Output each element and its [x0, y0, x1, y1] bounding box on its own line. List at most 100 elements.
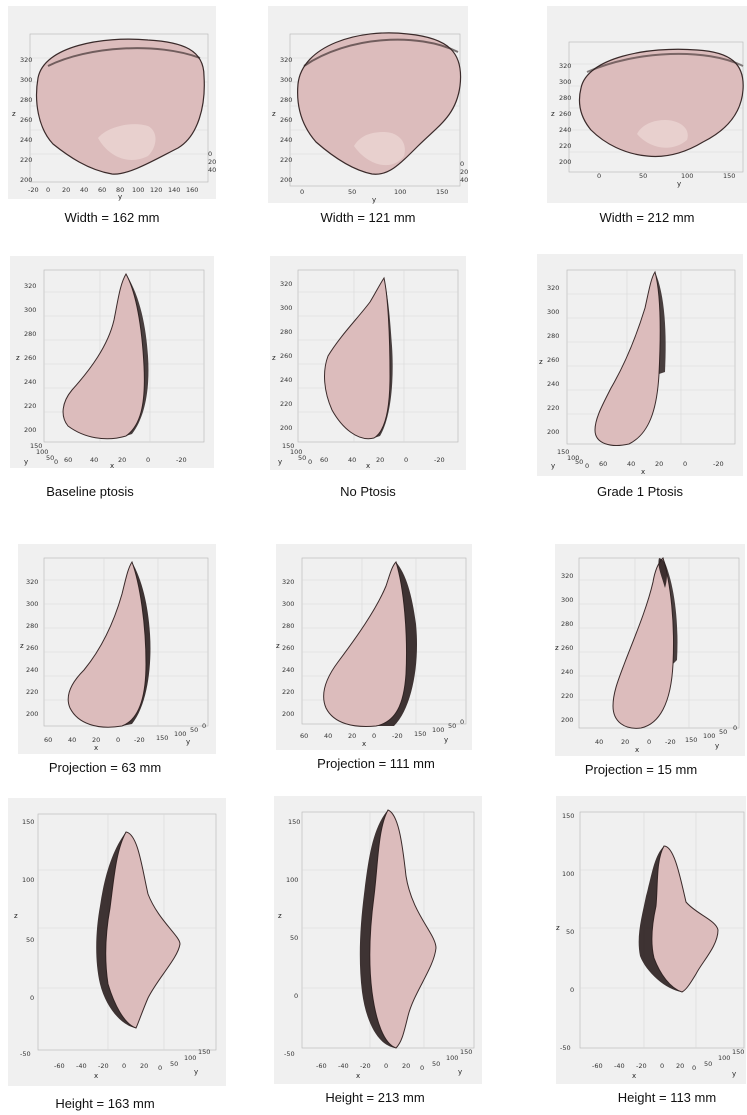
- svg-text:220: 220: [26, 688, 38, 696]
- svg-text:240: 240: [547, 380, 559, 388]
- panel-r4c2: 150 100 50 0 -50 -60 -40 -20 0 20 150 10…: [274, 796, 482, 1084]
- svg-text:0: 0: [300, 188, 304, 196]
- svg-text:150: 150: [557, 448, 569, 456]
- svg-text:150: 150: [414, 730, 426, 738]
- svg-text:320: 320: [26, 578, 38, 586]
- svg-text:140: 140: [168, 186, 180, 194]
- svg-text:0: 0: [208, 150, 212, 158]
- svg-text:20: 20: [676, 1062, 684, 1070]
- plot-r3c3: 320 300 280 260 240 220 200 40 20 0 -20 …: [555, 557, 740, 754]
- svg-text:220: 220: [559, 142, 571, 150]
- svg-text:z: z: [276, 642, 280, 650]
- svg-text:z: z: [555, 644, 559, 652]
- plot-r4c1: 150 100 50 0 -50 -60 -40 -20 0 20 150 10…: [14, 813, 217, 1080]
- svg-text:0: 0: [30, 994, 34, 1002]
- svg-text:260: 260: [561, 644, 573, 652]
- breast-surface: [324, 276, 391, 440]
- panel-r1c2: 320 300 280 260 240 220 200 0 50 100 150…: [268, 6, 468, 204]
- svg-text:50: 50: [704, 1060, 712, 1068]
- svg-text:50: 50: [190, 726, 198, 734]
- svg-text:220: 220: [282, 688, 294, 696]
- svg-text:200: 200: [24, 426, 36, 434]
- svg-text:240: 240: [559, 126, 571, 134]
- svg-text:-20: -20: [98, 1062, 109, 1070]
- svg-text:240: 240: [280, 376, 292, 384]
- svg-text:150: 150: [30, 442, 42, 450]
- breast-surface: [67, 560, 147, 728]
- svg-text:x: x: [362, 740, 366, 748]
- svg-text:-60: -60: [316, 1062, 327, 1070]
- panel-r3c1: 320 300 280 260 240 220 200 60 40 20 0 -…: [18, 544, 216, 754]
- svg-text:0: 0: [660, 1062, 664, 1070]
- svg-text:x: x: [366, 462, 370, 470]
- svg-text:100: 100: [681, 172, 693, 180]
- svg-text:220: 220: [280, 156, 292, 164]
- svg-text:50: 50: [639, 172, 647, 180]
- svg-text:50: 50: [432, 1060, 440, 1068]
- svg-text:300: 300: [24, 306, 36, 314]
- svg-text:100: 100: [562, 870, 574, 878]
- svg-text:100: 100: [22, 876, 34, 884]
- svg-text:260: 260: [26, 644, 38, 652]
- svg-text:0: 0: [404, 456, 408, 464]
- breast-surface: [35, 38, 205, 175]
- svg-text:z: z: [272, 354, 276, 362]
- svg-text:x: x: [635, 746, 639, 754]
- plot-r4c3: 150 100 50 0 -50 -60 -40 -20 0 20 150 10…: [556, 811, 744, 1080]
- svg-text:-60: -60: [592, 1062, 603, 1070]
- svg-text:z: z: [539, 358, 543, 366]
- svg-text:320: 320: [280, 280, 292, 288]
- svg-text:z: z: [20, 642, 24, 650]
- svg-text:100: 100: [567, 454, 579, 462]
- svg-text:240: 240: [280, 136, 292, 144]
- svg-text:-50: -50: [560, 1044, 571, 1052]
- caption-r3c2: Projection = 111 mm: [317, 756, 435, 771]
- svg-text:0: 0: [585, 462, 589, 470]
- svg-text:y: y: [24, 458, 28, 466]
- plot-r3c2: 320 300 280 260 240 220 200 60 40 20 0 -…: [276, 557, 467, 748]
- svg-text:40: 40: [90, 456, 98, 464]
- svg-text:220: 220: [280, 400, 292, 408]
- svg-text:y: y: [444, 736, 448, 744]
- svg-text:-20: -20: [134, 736, 145, 744]
- svg-text:120: 120: [150, 186, 162, 194]
- panel-r4c3: 150 100 50 0 -50 -60 -40 -20 0 20 150 10…: [556, 796, 746, 1084]
- svg-text:0: 0: [294, 992, 298, 1000]
- svg-text:50: 50: [719, 728, 727, 736]
- svg-text:60: 60: [320, 456, 328, 464]
- svg-text:0: 0: [647, 738, 651, 746]
- svg-text:300: 300: [280, 304, 292, 312]
- svg-text:240: 240: [20, 136, 32, 144]
- caption-r1c1: Width = 162 mm: [64, 210, 160, 225]
- svg-text:280: 280: [561, 620, 573, 628]
- svg-text:50: 50: [448, 722, 456, 730]
- svg-text:0: 0: [372, 732, 376, 740]
- svg-text:x: x: [632, 1072, 636, 1080]
- svg-text:150: 150: [156, 734, 168, 742]
- plot-r2c3: 320 300 280 260 240 220 200 150 100 50 0…: [539, 269, 736, 476]
- svg-text:40: 40: [595, 738, 603, 746]
- breast-surface: [62, 272, 145, 440]
- caption-r3c1: Projection = 63 mm: [48, 760, 162, 775]
- svg-text:100: 100: [446, 1054, 458, 1062]
- svg-text:-20: -20: [713, 460, 724, 468]
- svg-text:-20: -20: [636, 1062, 647, 1070]
- svg-text:-20: -20: [434, 456, 445, 464]
- svg-text:280: 280: [547, 332, 559, 340]
- svg-text:200: 200: [282, 710, 294, 718]
- svg-text:y: y: [372, 196, 376, 204]
- svg-text:-20: -20: [392, 732, 403, 740]
- svg-text:150: 150: [723, 172, 735, 180]
- svg-text:0: 0: [460, 160, 464, 168]
- svg-text:300: 300: [547, 308, 559, 316]
- svg-text:20: 20: [92, 736, 100, 744]
- svg-text:100: 100: [286, 876, 298, 884]
- svg-text:150: 150: [198, 1048, 210, 1056]
- svg-text:-20: -20: [28, 186, 39, 194]
- svg-text:0: 0: [308, 458, 312, 466]
- svg-text:150: 150: [685, 736, 697, 744]
- svg-text:-50: -50: [20, 1050, 31, 1058]
- svg-text:20: 20: [621, 738, 629, 746]
- svg-text:y: y: [677, 180, 681, 188]
- svg-text:50: 50: [26, 936, 34, 944]
